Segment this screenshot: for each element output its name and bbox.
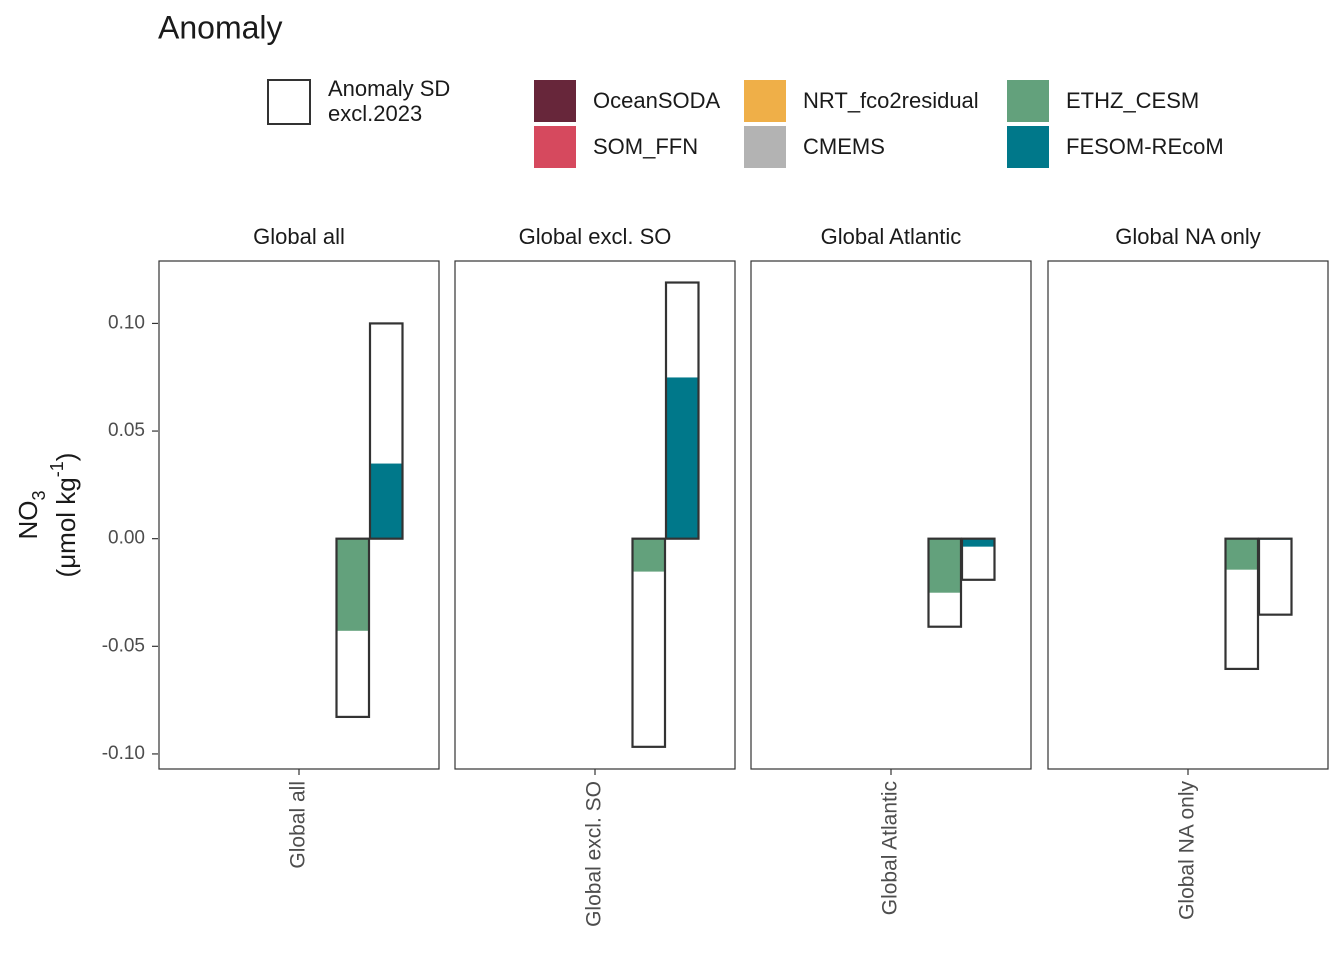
legend-label: FESOM-REcoM (1066, 134, 1224, 159)
sd-box (335, 537, 371, 719)
sd-legend-label: excl.2023 (328, 101, 422, 126)
bar (632, 538, 665, 572)
bar (928, 538, 961, 593)
sd-box (927, 537, 963, 628)
y-axis-title: (μmol kg-1) (47, 453, 81, 578)
legend-label: OceanSODA (593, 88, 720, 113)
bar (962, 538, 995, 547)
legend-label: SOM_FFN (593, 134, 698, 159)
strip-label: Global excl. SO (519, 224, 672, 249)
sd-box (960, 537, 996, 581)
y-tick-label: -0.10 (102, 743, 145, 764)
panel-border (750, 260, 1032, 770)
legend-label: NRT_fco2residual (803, 88, 979, 113)
legend-key (744, 80, 786, 122)
legend-key (1007, 80, 1049, 122)
bar (336, 538, 369, 631)
sd-box (1257, 537, 1293, 616)
bar (666, 377, 699, 539)
sd-legend-label: Anomaly SD (328, 76, 450, 101)
strip-label: Global Atlantic (821, 224, 962, 249)
y-tick-label: 0.05 (108, 420, 145, 441)
x-tick-label: Global excl. SO (583, 781, 606, 927)
sd-box (368, 322, 404, 540)
legend-label: ETHZ_CESM (1066, 88, 1199, 113)
y-tick-label: -0.05 (102, 635, 145, 656)
sd-box-fill (1259, 538, 1292, 615)
sd-box (631, 537, 667, 748)
sd-box (664, 281, 700, 540)
x-tick-label: Global all (287, 781, 310, 869)
y-axis-title: NO3 (13, 490, 49, 539)
legend-label: CMEMS (803, 134, 885, 159)
legend-key (534, 126, 576, 168)
y-tick-label: 0.00 (108, 528, 145, 549)
sd-box-fill (632, 538, 665, 747)
bar (370, 463, 403, 539)
y-tick-label: 0.10 (108, 312, 145, 333)
bar (1225, 538, 1258, 570)
strip-label: Global NA only (1115, 224, 1261, 249)
legend-key (744, 126, 786, 168)
legend-key (1007, 126, 1049, 168)
legend-key (534, 80, 576, 122)
chart-title: Anomaly (158, 9, 283, 45)
panel-border (1047, 260, 1329, 770)
strip-label: Global all (253, 224, 345, 249)
sd-legend-key (267, 79, 311, 125)
x-tick-label: Global NA only (1176, 781, 1199, 920)
x-tick-label: Global Atlantic (879, 781, 902, 915)
